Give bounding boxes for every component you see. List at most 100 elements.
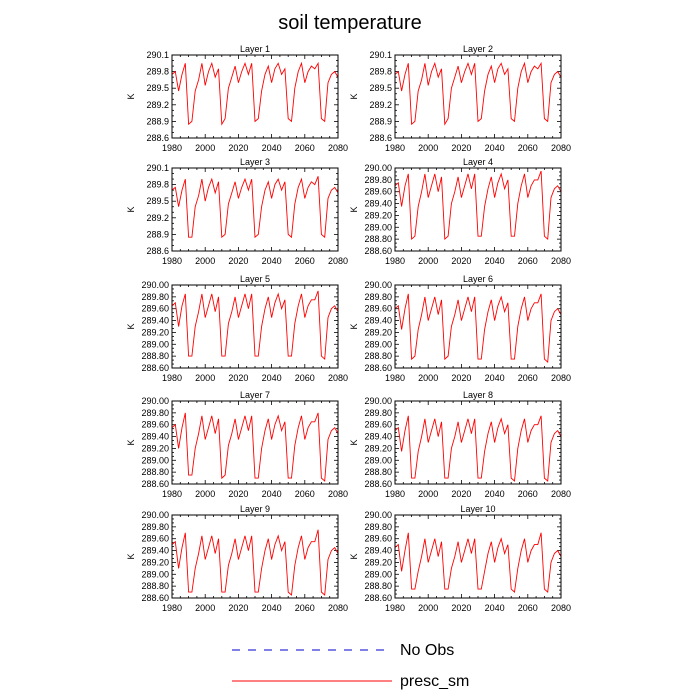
y-axis-label-layer-8: K [349, 439, 359, 445]
y-tick-label-layer-5: 289.40 [141, 316, 169, 326]
y-tick-label-layer-3: 288.6 [146, 246, 169, 256]
y-tick-label-layer-8: 290.00 [364, 396, 392, 406]
y-tick-label-layer-9: 288.80 [141, 581, 169, 591]
y-axis-label-layer-4: K [349, 206, 359, 212]
y-tick-label-layer-9: 289.60 [141, 534, 169, 544]
y-tick-label-layer-10: 288.60 [364, 593, 392, 603]
x-tick-label-layer-6: 2000 [418, 373, 438, 383]
x-tick-label-layer-8: 2020 [451, 489, 471, 499]
panel-title-layer-6: Layer 6 [463, 274, 493, 284]
x-tick-label-layer-6: 2040 [485, 373, 505, 383]
panel-layer-3: Layer 3 K 288.6 288.9 289.2 289.5 289.8 290.1 19… [126, 157, 348, 266]
series-line-presc-sm-layer-7 [171, 412, 339, 482]
series-line-presc-sm-layer-4 [394, 170, 562, 241]
x-tick-label-layer-5: 2040 [262, 373, 282, 383]
series-line-presc-sm-layer-10 [394, 532, 562, 594]
x-tick-label-layer-8: 2000 [418, 489, 438, 499]
y-tick-label-layer-10: 288.80 [364, 581, 392, 591]
y-tick-label-layer-5: 288.60 [141, 363, 169, 373]
x-tick-label-layer-3: 1980 [162, 256, 182, 266]
y-tick-label-layer-2: 289.8 [369, 67, 392, 77]
y-tick-label-layer-4: 289.20 [364, 210, 392, 220]
y-tick-label-layer-6: 289.40 [364, 316, 392, 326]
panel-title-layer-8: Layer 8 [463, 390, 493, 400]
y-tick-label-layer-8: 289.20 [364, 443, 392, 453]
panel-layer-1: Layer 1 K 288.6 288.9 289.2 289.5 289.8 290.1 19… [126, 44, 348, 153]
x-tick-label-layer-2: 2040 [485, 143, 505, 153]
plot-frame-layer-3 [171, 167, 339, 252]
legend: No Obs presc_sm [232, 642, 469, 690]
x-tick-label-layer-5: 1980 [162, 373, 182, 383]
x-tick-label-layer-4: 2060 [518, 256, 538, 266]
y-tick-label-layer-6: 288.80 [364, 351, 392, 361]
y-axis-label-layer-10: K [349, 553, 359, 559]
x-tick-label-layer-3: 2040 [262, 256, 282, 266]
y-tick-label-layer-2: 289.2 [369, 100, 392, 110]
x-tick-label-layer-8: 2060 [518, 489, 538, 499]
y-tick-label-layer-9: 289.40 [141, 546, 169, 556]
x-tick-label-layer-9: 2060 [295, 603, 315, 613]
x-tick-label-layer-5: 2080 [328, 373, 348, 383]
series-line-presc-sm-layer-1 [171, 61, 339, 126]
figure-title: soil temperature [278, 12, 421, 34]
series-line-presc-sm-layer-2 [394, 61, 562, 126]
y-tick-label-layer-2: 288.9 [369, 116, 392, 126]
x-tick-label-layer-6: 2020 [451, 373, 471, 383]
panel-title-layer-3: Layer 3 [240, 157, 270, 167]
y-tick-label-layer-4: 289.00 [364, 222, 392, 232]
y-tick-label-layer-7: 288.80 [141, 467, 169, 477]
y-tick-label-layer-6: 290.00 [364, 280, 392, 290]
x-tick-label-layer-1: 2060 [295, 143, 315, 153]
series-line-presc-sm-layer-8 [394, 415, 562, 482]
y-tick-label-layer-7: 289.80 [141, 408, 169, 418]
y-axis-label-layer-1: K [126, 93, 136, 99]
plot-frame-layer-5 [171, 284, 339, 369]
x-tick-label-layer-10: 2040 [485, 603, 505, 613]
y-tick-label-layer-7: 289.20 [141, 443, 169, 453]
x-tick-label-layer-1: 2000 [195, 143, 215, 153]
x-tick-label-layer-2: 1980 [385, 143, 405, 153]
panel-layer-2: Layer 2 K 288.6 288.9 289.2 289.5 289.8 290.1 19… [349, 44, 571, 153]
y-tick-label-layer-4: 289.80 [364, 175, 392, 185]
y-tick-label-layer-3: 289.5 [146, 196, 169, 206]
y-tick-label-layer-3: 288.9 [146, 229, 169, 239]
y-tick-label-layer-3: 290.1 [146, 163, 169, 173]
plot-frame-layer-4 [394, 167, 562, 252]
x-tick-label-layer-9: 2000 [195, 603, 215, 613]
panel-title-layer-5: Layer 5 [240, 274, 270, 284]
x-tick-label-layer-7: 2040 [262, 489, 282, 499]
x-tick-label-layer-5: 2060 [295, 373, 315, 383]
plot-frame-layer-2 [394, 54, 562, 139]
y-tick-label-layer-4: 288.80 [364, 234, 392, 244]
y-tick-label-layer-2: 288.6 [369, 133, 392, 143]
y-tick-label-layer-9: 290.00 [141, 510, 169, 520]
x-tick-label-layer-5: 2000 [195, 373, 215, 383]
y-tick-label-layer-6: 289.20 [364, 327, 392, 337]
y-tick-label-layer-3: 289.2 [146, 213, 169, 223]
y-tick-label-layer-4: 288.60 [364, 246, 392, 256]
x-tick-label-layer-7: 1980 [162, 489, 182, 499]
y-tick-label-layer-8: 289.00 [364, 455, 392, 465]
x-tick-label-layer-7: 2060 [295, 489, 315, 499]
y-tick-label-layer-4: 289.40 [364, 199, 392, 209]
y-tick-label-layer-5: 288.80 [141, 351, 169, 361]
x-tick-label-layer-1: 2040 [262, 143, 282, 153]
x-tick-label-layer-10: 2020 [451, 603, 471, 613]
x-tick-label-layer-9: 1980 [162, 603, 182, 613]
y-tick-label-layer-9: 288.60 [141, 593, 169, 603]
x-tick-label-layer-2: 2060 [518, 143, 538, 153]
y-tick-label-layer-1: 290.1 [146, 50, 169, 60]
x-tick-label-layer-6: 1980 [385, 373, 405, 383]
y-tick-label-layer-2: 289.5 [369, 83, 392, 93]
x-tick-label-layer-10: 2060 [518, 603, 538, 613]
x-tick-label-layer-6: 2060 [518, 373, 538, 383]
x-tick-label-layer-10: 1980 [385, 603, 405, 613]
x-tick-label-layer-8: 1980 [385, 489, 405, 499]
y-tick-label-layer-8: 288.80 [364, 467, 392, 477]
y-tick-label-layer-1: 289.5 [146, 83, 169, 93]
